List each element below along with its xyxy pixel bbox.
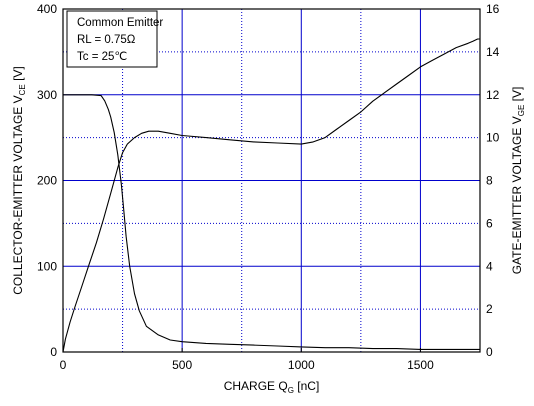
y-right-tick-label: 8	[486, 174, 493, 188]
x-tick-label: 0	[60, 358, 67, 372]
y-left-axis-label: COLLECTOR-EMITTER VOLTAGE VCE [V]	[11, 66, 27, 295]
vge-series-line	[62, 38, 480, 353]
x-tick-label: 1000	[288, 358, 315, 372]
annotation-text: Tc = 25℃	[77, 51, 127, 63]
y-left-tick-label: 400	[37, 2, 57, 16]
annotation-text: Common Emitter	[77, 17, 163, 29]
y-right-tick-label: 4	[486, 259, 493, 273]
plot-frame	[62, 8, 481, 353]
x-tick-label: 1500	[407, 358, 434, 372]
y-right-tick-label: 14	[486, 45, 500, 59]
annotation-text: RL = 0.75Ω	[77, 34, 136, 46]
y-right-tick-label: 0	[486, 345, 493, 359]
vce-series-line	[63, 94, 480, 350]
y-right-tick-label: 6	[486, 216, 493, 230]
y-left-tick-labels: 0 100 200 300 400	[37, 2, 57, 359]
y-right-axis-label: GATE-EMITTER VOLTAGE VGE [V]	[510, 87, 526, 275]
y-left-tick-label: 200	[37, 174, 57, 188]
solid-grid	[63, 9, 480, 352]
x-tick-labels: 0 500 1000 1500	[60, 358, 434, 372]
y-right-tick-label: 2	[486, 302, 493, 316]
x-axis-label: CHARGE QG [nC]	[224, 379, 320, 395]
y-right-tick-label: 16	[486, 2, 500, 16]
series-group	[62, 38, 480, 353]
y-left-tick-label: 0	[50, 345, 57, 359]
y-right-tick-label: 10	[486, 131, 500, 145]
y-right-tick-label: 12	[486, 88, 500, 102]
y-left-tick-label: 300	[37, 88, 57, 102]
y-right-tick-labels: 0 2 4 6 8 10 12 14 16	[486, 2, 500, 359]
x-tick-label: 500	[172, 358, 192, 372]
annotation-box: Common Emitter RL = 0.75Ω Tc = 25℃	[66, 10, 163, 68]
y-left-tick-label: 100	[37, 259, 57, 273]
